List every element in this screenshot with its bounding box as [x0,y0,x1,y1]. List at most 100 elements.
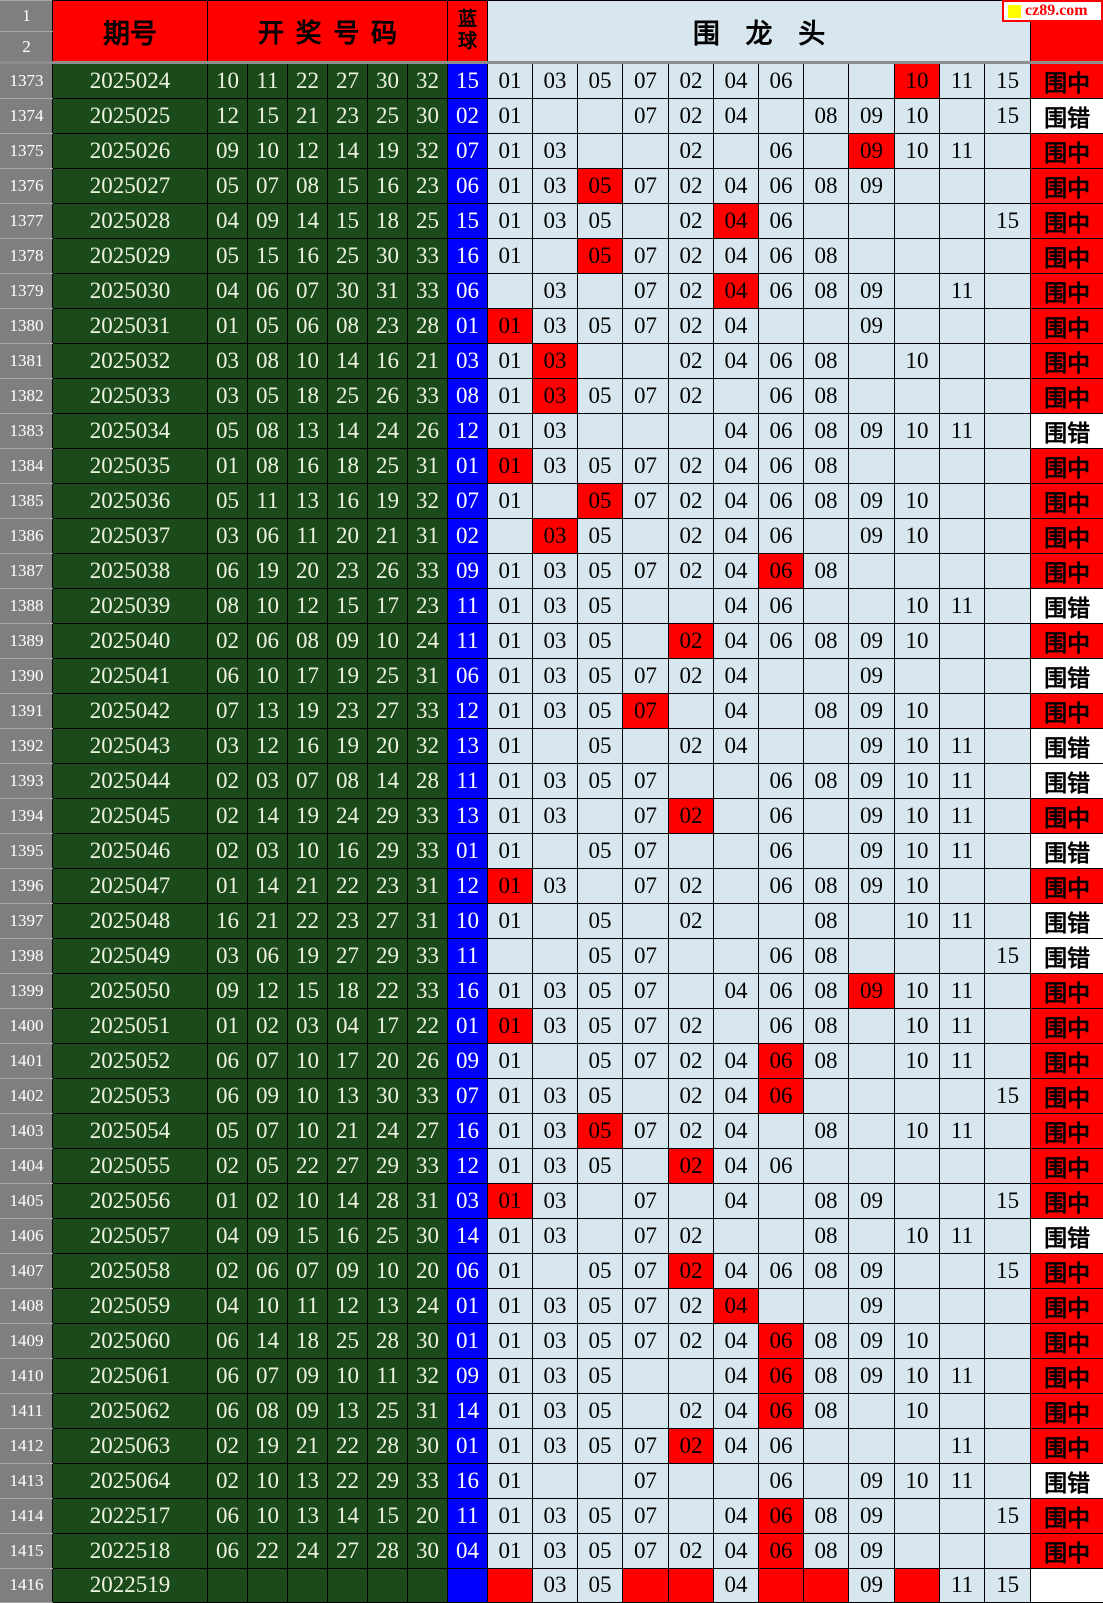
dragon-head-cell [578,799,623,834]
result-cell: 围中 [1031,1499,1103,1534]
dragon-head-cell [940,309,985,344]
dragon-head-cell [533,1464,578,1499]
dragon-head-cell [849,1009,895,1044]
dragon-head-cell: 02 [669,1219,714,1254]
dragon-head-cell: 09 [849,274,895,309]
red-ball-cell: 31 [408,659,448,694]
dragon-head-cell [578,1464,623,1499]
dragon-head-cell: 06 [759,484,804,519]
draw-numbers-header: 开奖号码 [208,1,448,63]
red-ball-cell: 27 [328,63,368,99]
dragon-head-cell: 08 [804,239,849,274]
dragon-head-cell: 05 [578,1009,623,1044]
dragon-head-cell: 01 [488,1359,533,1394]
dragon-head-cell: 09 [849,764,895,799]
red-ball-cell: 02 [208,1429,248,1464]
dragon-head-cell: 08 [804,169,849,204]
red-ball-cell: 24 [368,1114,408,1149]
dragon-head-cell: 10 [895,519,940,554]
dragon-head-cell: 04 [714,1254,759,1289]
dragon-head-cell: 07 [623,869,669,904]
red-ball-cell: 13 [368,1289,408,1324]
red-ball-cell: 25 [408,204,448,239]
dragon-head-cell [578,869,623,904]
site-badge-text: cz89.com [1025,2,1088,20]
dragon-head-cell: 05 [578,834,623,869]
dragon-head-cell: 10 [895,1394,940,1429]
red-ball-cell: 24 [408,624,448,659]
dragon-head-cell: 06 [759,974,804,1009]
dragon-head-cell: 05 [578,519,623,554]
red-ball-cell: 21 [288,869,328,904]
red-ball-cell: 12 [288,589,328,624]
dragon-head-cell [985,379,1031,414]
red-ball-cell: 05 [248,379,288,414]
dragon-head-cell: 02 [669,1009,714,1044]
dragon-head-cell [985,1219,1031,1254]
dragon-head-cell: 10 [895,729,940,764]
dragon-head-cell: 04 [714,274,759,309]
dragon-head-cell [669,1499,714,1534]
period-cell: 2025062 [53,1394,208,1429]
dragon-head-cell: 05 [578,1534,623,1569]
dragon-head-cell: 03 [533,1009,578,1044]
result-cell: 围错 [1031,764,1103,799]
dragon-head-cell [623,904,669,939]
row-index: 1402 [1,1079,53,1114]
dragon-head-cell [488,939,533,974]
dragon-head-cell: 02 [669,309,714,344]
period-cell: 2025033 [53,379,208,414]
blue-ball-cell: 03 [448,344,488,379]
dragon-head-cell: 05 [578,1079,623,1114]
dragon-head-cell: 05 [578,659,623,694]
dragon-head-cell [533,99,578,134]
dragon-head-cell: 04 [714,484,759,519]
result-cell: 围中 [1031,1429,1103,1464]
dragon-head-cell: 05 [578,1254,623,1289]
dragon-head-cell [849,1219,895,1254]
dragon-head-cell [533,939,578,974]
dragon-head-cell [804,134,849,169]
dragon-head-cell [849,939,895,974]
red-ball-cell: 31 [408,449,448,484]
dragon-head-cell [759,1219,804,1254]
dragon-head-cell: 06 [759,1534,804,1569]
red-ball-cell: 11 [368,1359,408,1394]
red-ball-cell: 14 [328,134,368,169]
result-cell: 围中 [1031,379,1103,414]
dragon-head-cell: 04 [714,63,759,99]
dragon-head-cell: 09 [849,869,895,904]
dragon-head-cell [804,309,849,344]
dragon-head-cell: 03 [533,1114,578,1149]
red-ball-cell: 09 [248,1219,288,1254]
row-index: 1415 [1,1534,53,1569]
dragon-head-cell [940,624,985,659]
blue-ball-cell: 14 [448,1394,488,1429]
dragon-head-cell: 06 [759,834,804,869]
dragon-head-cell: 15 [985,1079,1031,1114]
site-badge[interactable]: cz89.com [1002,0,1103,22]
dragon-head-cell [623,1149,669,1184]
dragon-head-cell [940,379,985,414]
dragon-head-cell [940,554,985,589]
dragon-head-cell: 07 [623,379,669,414]
red-ball-cell: 12 [328,1289,368,1324]
dragon-head-cell [940,484,985,519]
dragon-head-cell: 02 [669,449,714,484]
dragon-head-cell [985,414,1031,449]
dragon-head-cell: 10 [895,99,940,134]
red-ball-cell: 33 [408,974,448,1009]
dragon-head-cell [533,1044,578,1079]
dragon-head-cell: 06 [759,379,804,414]
dragon-head-cell: 10 [895,1044,940,1079]
dragon-head-cell: 10 [895,134,940,169]
table-header: 1 期号 开奖号码 蓝 球 围 龙 头 2 [1,1,1103,63]
red-ball-cell: 10 [248,1464,288,1499]
red-ball-cell: 19 [248,554,288,589]
